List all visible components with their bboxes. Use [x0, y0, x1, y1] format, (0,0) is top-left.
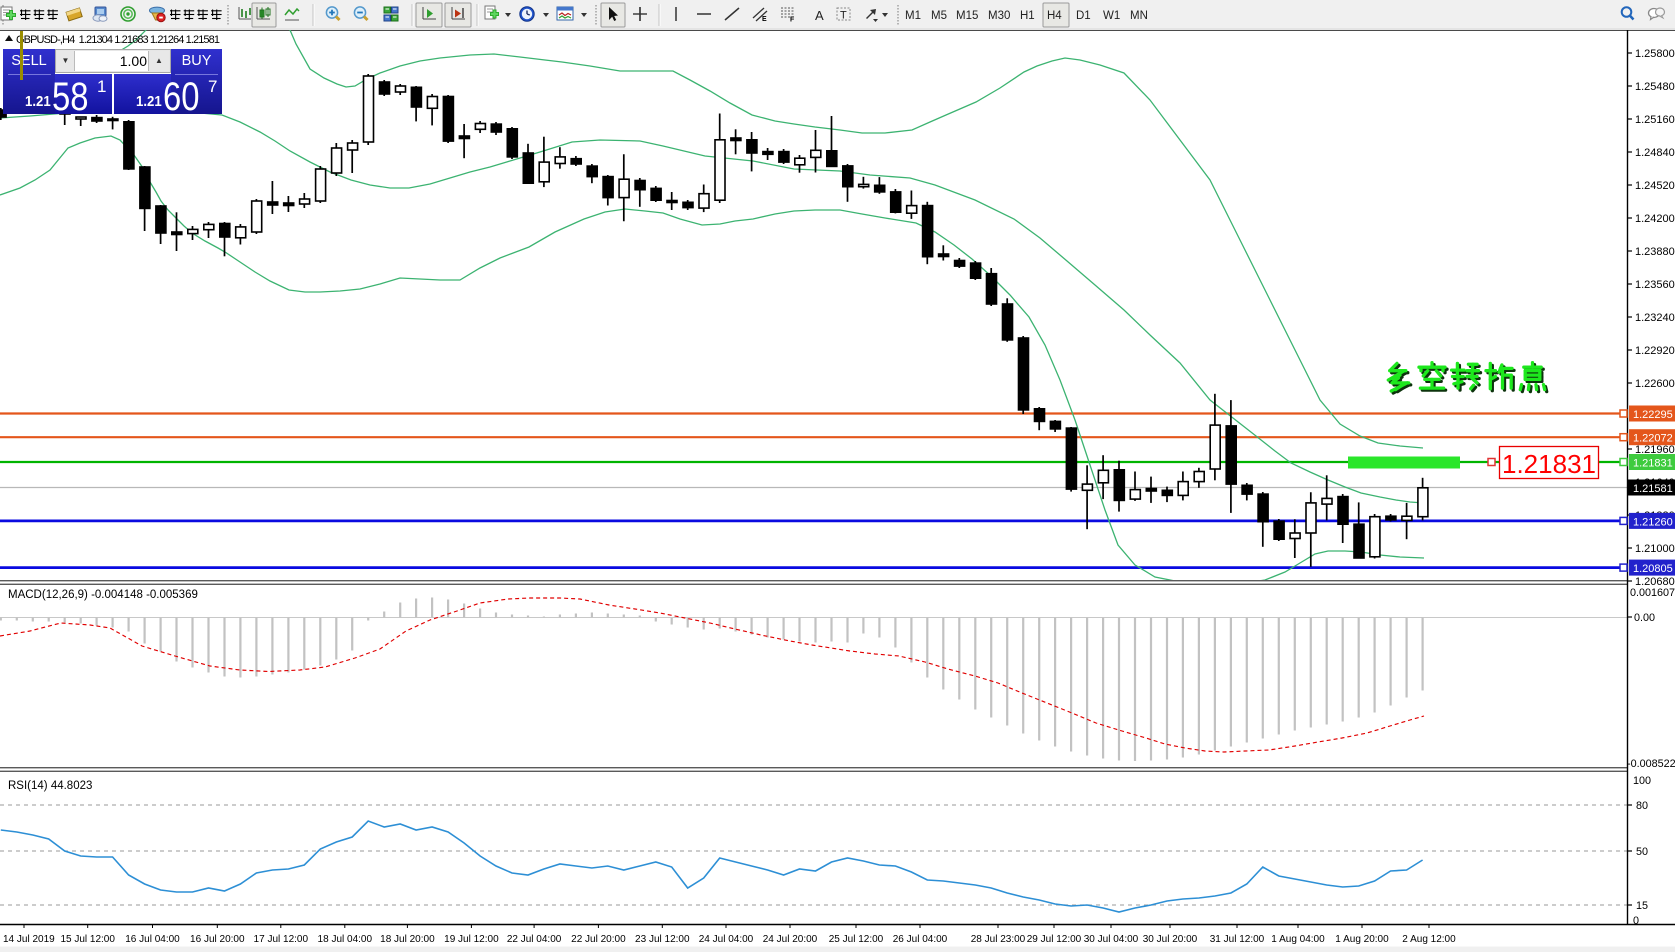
svg-text:MACD(12,26,9) -0.004148 -0.005: MACD(12,26,9) -0.004148 -0.005369 [8, 589, 198, 601]
svg-text:1.23560: 1.23560 [1635, 279, 1675, 291]
svg-text:1.21581: 1.21581 [1633, 483, 1673, 495]
svg-text:18 Jul 04:00: 18 Jul 04:00 [318, 934, 373, 945]
svg-text:18 Jul 20:00: 18 Jul 20:00 [380, 934, 435, 945]
svg-text:0.00: 0.00 [1634, 612, 1655, 624]
svg-text:M30: M30 [988, 10, 1010, 22]
svg-text:1.24520: 1.24520 [1635, 180, 1675, 192]
svg-text:1.21831: 1.21831 [1633, 458, 1673, 470]
svg-text:19 Jul 12:00: 19 Jul 12:00 [444, 934, 499, 945]
svg-text:A: A [815, 8, 824, 23]
svg-text:T: T [840, 10, 847, 22]
svg-text:15 Jul 12:00: 15 Jul 12:00 [60, 934, 115, 945]
svg-text:1.22072: 1.22072 [1633, 433, 1673, 445]
svg-text:30 Jul 20:00: 30 Jul 20:00 [1143, 934, 1198, 945]
svg-text:1.22600: 1.22600 [1635, 378, 1675, 390]
svg-text:F: F [790, 17, 795, 24]
svg-text:1.20680: 1.20680 [1635, 576, 1675, 588]
svg-text:1.23240: 1.23240 [1635, 312, 1675, 324]
svg-text:100: 100 [1633, 775, 1651, 787]
svg-text:14 Jul 2019: 14 Jul 2019 [3, 934, 55, 945]
svg-text:1.24840: 1.24840 [1635, 147, 1675, 159]
svg-text:22 Jul 04:00: 22 Jul 04:00 [507, 934, 562, 945]
svg-text:1.22295: 1.22295 [1633, 409, 1673, 421]
svg-text:24 Jul 20:00: 24 Jul 20:00 [763, 934, 818, 945]
svg-text:H1: H1 [1020, 10, 1035, 22]
svg-text:2 Aug 12:00: 2 Aug 12:00 [1402, 934, 1456, 945]
svg-text:1.25480: 1.25480 [1635, 81, 1675, 93]
svg-text:D1: D1 [1076, 10, 1091, 22]
svg-text:1 Aug 04:00: 1 Aug 04:00 [1271, 934, 1325, 945]
svg-text:-0.008522: -0.008522 [1627, 758, 1675, 770]
svg-text:26 Jul 04:00: 26 Jul 04:00 [893, 934, 948, 945]
svg-text:17 Jul 12:00: 17 Jul 12:00 [254, 934, 309, 945]
svg-text:1.20805: 1.20805 [1633, 563, 1673, 575]
svg-text:E: E [762, 16, 767, 23]
svg-text:31 Jul 12:00: 31 Jul 12:00 [1210, 934, 1265, 945]
svg-text:1.23880: 1.23880 [1635, 246, 1675, 258]
svg-text:28 Jul 23:00: 28 Jul 23:00 [971, 934, 1026, 945]
svg-text:W1: W1 [1103, 10, 1120, 22]
svg-text:23 Jul 12:00: 23 Jul 12:00 [635, 934, 690, 945]
svg-text:RSI(14) 44.8023: RSI(14) 44.8023 [8, 780, 92, 792]
svg-text:1.22920: 1.22920 [1635, 345, 1675, 357]
svg-text:0: 0 [1633, 915, 1639, 927]
svg-text:30 Jul 04:00: 30 Jul 04:00 [1084, 934, 1139, 945]
svg-text:16 Jul 20:00: 16 Jul 20:00 [190, 934, 245, 945]
svg-text:1.21960: 1.21960 [1635, 444, 1675, 456]
svg-text:1 Aug 20:00: 1 Aug 20:00 [1335, 934, 1389, 945]
svg-text:GBPUSD-,H4 1.21304 1.21683 1.: GBPUSD-,H4 1.21304 1.21683 1.21264 1.215… [16, 34, 220, 46]
svg-text:50: 50 [1636, 846, 1648, 858]
svg-text:24 Jul 04:00: 24 Jul 04:00 [699, 934, 754, 945]
svg-text:1.21000: 1.21000 [1635, 543, 1675, 555]
svg-text:1.25800: 1.25800 [1635, 48, 1675, 60]
svg-text:M15: M15 [956, 10, 978, 22]
svg-text:1.24200: 1.24200 [1635, 213, 1675, 225]
svg-text:M1: M1 [905, 10, 921, 22]
svg-text:0.001607: 0.001607 [1630, 587, 1675, 599]
svg-text:1.25160: 1.25160 [1635, 114, 1675, 126]
svg-text:1.21831: 1.21831 [1502, 449, 1596, 479]
svg-text:22 Jul 20:00: 22 Jul 20:00 [571, 934, 626, 945]
svg-text:15: 15 [1636, 900, 1648, 912]
svg-text:16 Jul 04:00: 16 Jul 04:00 [125, 934, 180, 945]
svg-text:M5: M5 [931, 10, 947, 22]
svg-text:25 Jul 12:00: 25 Jul 12:00 [829, 934, 884, 945]
svg-text:1.21260: 1.21260 [1633, 516, 1673, 528]
svg-text:29 Jul 12:00: 29 Jul 12:00 [1027, 934, 1082, 945]
svg-text:H4: H4 [1047, 10, 1062, 22]
svg-text:MN: MN [1130, 10, 1148, 22]
svg-text:80: 80 [1636, 800, 1648, 812]
